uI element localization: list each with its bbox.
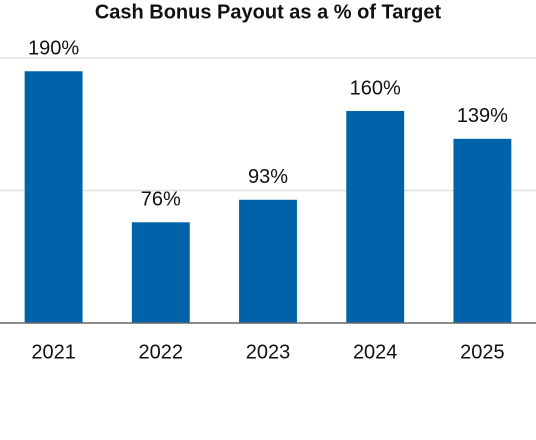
bar bbox=[346, 111, 405, 323]
x-tick-label: 2024 bbox=[353, 341, 398, 363]
bar bbox=[24, 71, 83, 323]
chart-title: Cash Bonus Payout as a % of Target bbox=[95, 1, 442, 23]
x-tick-label: 2022 bbox=[139, 341, 184, 363]
value-label: 76% bbox=[141, 189, 181, 211]
x-tick-label: 2023 bbox=[246, 341, 291, 363]
x-tick-label: 2025 bbox=[460, 341, 505, 363]
bar bbox=[239, 199, 297, 323]
value-label: 139% bbox=[457, 105, 508, 127]
value-label: 190% bbox=[28, 38, 79, 60]
bar bbox=[131, 222, 190, 323]
x-tick-label: 2021 bbox=[31, 341, 76, 363]
value-label: 160% bbox=[350, 77, 401, 99]
bar bbox=[453, 138, 512, 323]
value-label: 93% bbox=[248, 166, 288, 188]
